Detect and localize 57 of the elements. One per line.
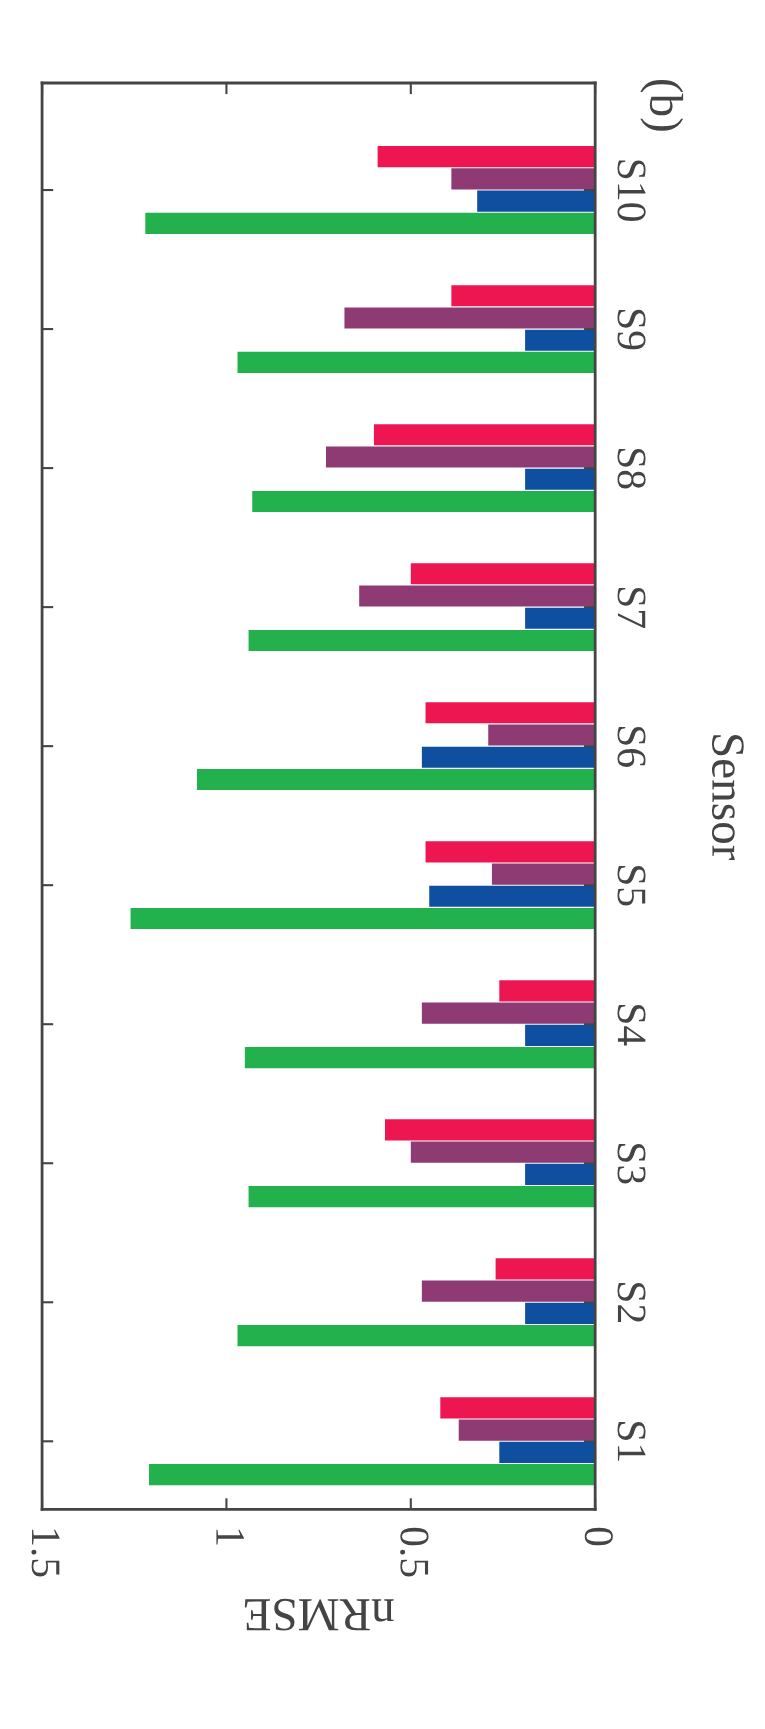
bar (359, 585, 596, 607)
bar (495, 1258, 596, 1280)
bar (421, 1002, 596, 1024)
bar (440, 1397, 596, 1419)
y-axis-title: Sensor (711, 735, 744, 861)
bar (130, 907, 596, 930)
bar (525, 329, 596, 351)
x-tick-label: 0.5 (400, 1527, 429, 1577)
bar (373, 424, 596, 446)
x-axis-title: nRMSE (244, 1598, 394, 1631)
y-tick-label: S5 (617, 865, 646, 906)
x-tick-label: 1 (216, 1529, 244, 1545)
y-tick-label: S4 (617, 1004, 646, 1046)
bar (525, 1302, 596, 1324)
bar (421, 746, 596, 768)
y-tick-label: S1 (617, 1422, 646, 1461)
bar (252, 490, 596, 513)
bar (525, 1163, 596, 1185)
bar (451, 168, 596, 190)
y-tick-label: S8 (617, 448, 646, 489)
bar (458, 1419, 596, 1441)
bar (451, 285, 596, 307)
bar (491, 863, 596, 885)
bar (525, 1024, 596, 1046)
y-tick-label: S3 (617, 1144, 646, 1184)
y-tick-label: S10 (617, 160, 646, 221)
bar (429, 885, 596, 907)
bar (477, 190, 596, 212)
bar (244, 1047, 596, 1069)
bar (425, 841, 596, 863)
chart-title: (b) (640, 79, 684, 131)
bar (237, 351, 596, 373)
bar (377, 146, 596, 168)
bar (525, 607, 596, 629)
bar (425, 702, 596, 724)
bar (248, 629, 596, 652)
bar (384, 1119, 596, 1141)
y-tick-label: S2 (617, 1283, 646, 1322)
y-tick-label: S6 (617, 726, 646, 767)
bar (237, 1325, 596, 1347)
bar (499, 1441, 596, 1463)
bar (488, 724, 596, 746)
bar (344, 307, 596, 329)
x-tick-label: 0 (584, 1527, 613, 1546)
y-tick-label: S7 (617, 587, 646, 628)
bar (499, 980, 596, 1002)
bar (145, 212, 596, 234)
bar (410, 1141, 596, 1163)
bar (248, 1186, 596, 1208)
bar (410, 563, 596, 585)
bar (149, 1464, 596, 1486)
y-tick-label: S9 (617, 309, 646, 350)
bar (421, 1280, 596, 1302)
bar (196, 768, 596, 791)
bar (326, 446, 596, 468)
x-tick-label: 1.5 (31, 1529, 60, 1577)
bar (525, 468, 596, 490)
